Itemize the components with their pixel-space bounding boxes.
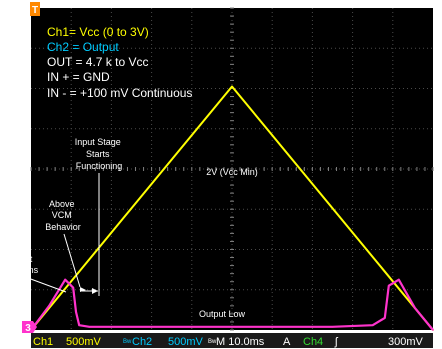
annotation-vcc-min: 2V (Vcc Min) [206,167,258,177]
legend-in-plus: IN + = GND [47,70,110,84]
legend-in-minus: IN - = +100 mV Continuous [47,86,192,100]
status-trigger-level: 300mV [388,336,424,348]
ch1-data-point [231,86,233,88]
ch2-data-point [432,329,434,331]
legend-ch2: Ch2 = Output [47,40,119,54]
ch2-data-point [384,317,386,319]
ch2-data-point [414,307,416,309]
ch2-data-point [372,324,374,326]
status-trigger-mode: A [283,336,291,348]
ch2-data-point [231,326,233,328]
status-timebase: M 10.0ms [216,336,265,348]
ch2-data-point [398,279,400,281]
ch2-data-point [131,326,133,328]
status-bw-icon: Bw [123,339,132,345]
ch2-data-point [88,326,90,328]
ch2-data-point [75,311,77,313]
status-ch4-label: Ch4 [303,336,323,348]
status-ch1-scale: 500mV [66,336,102,348]
ch2-data-point [388,285,390,287]
ch2-data-point [48,305,50,307]
status-ch2-label: Ch2 [132,336,152,348]
ch2-data-point [78,324,80,326]
annotation-output-low: Output Low [199,309,246,319]
trigger-position-icon: T [30,2,40,16]
legend-out: OUT = 4.7 k to Vcc [47,55,148,69]
trigger-marker-label: T [32,5,38,16]
legend-ch1: Ch1= Vcc (0 to 3V) [47,25,149,39]
status-bar: Ch1 500mV Bw Ch2 500mV Bw M 10.0ms A Ch4… [31,333,433,348]
ch2-data-point [332,326,334,328]
ground-marker-label: 3 [25,323,31,334]
status-ch1-label: Ch1 [33,336,53,348]
annotation-output-awakens: Output Awakens [2,254,39,275]
status-ch2-scale: 500mV [168,336,204,348]
ch2-data-point [72,287,74,289]
ch2-data-point [64,279,66,281]
